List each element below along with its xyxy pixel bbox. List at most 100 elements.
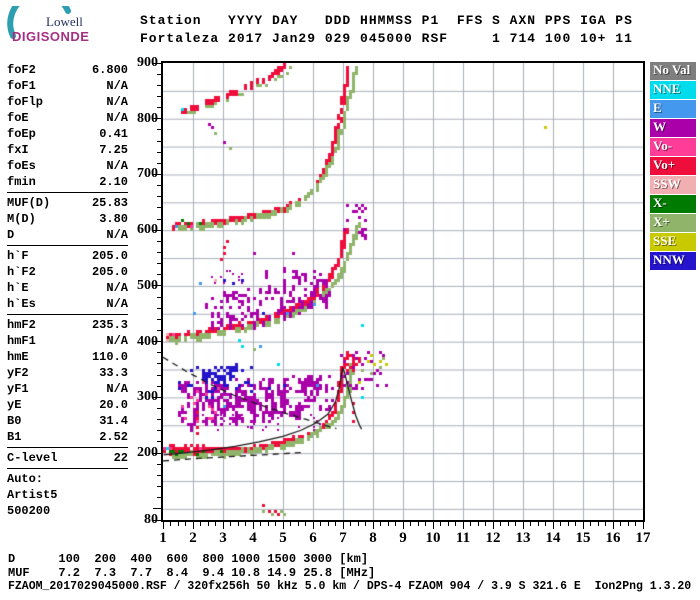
param-divider	[7, 314, 128, 315]
x-axis-major-tick	[492, 522, 494, 529]
x-axis-minor-tick	[605, 522, 606, 526]
x-axis-label-13: 13	[515, 530, 531, 546]
y-axis-minor-tick	[157, 374, 161, 376]
param-value: 6.800	[91, 63, 128, 77]
x-axis-label-14: 14	[545, 530, 561, 546]
y-axis-minor-tick	[157, 486, 161, 488]
y-axis-label-600: 600	[137, 222, 158, 238]
x-axis-minor-tick	[620, 522, 621, 526]
x-axis-minor-tick	[515, 522, 516, 526]
param-label: MUF(D)	[7, 196, 51, 210]
y-axis-minor-tick	[157, 107, 161, 109]
x-axis-minor-tick	[635, 522, 636, 526]
legend-item-e: E	[650, 100, 696, 118]
param-label: foFlp	[7, 95, 44, 109]
logo-digisonde-text: DIGISONDE	[12, 29, 90, 44]
param-row: MUF(D) 25.83	[7, 195, 128, 211]
y-axis-label-800: 800	[137, 110, 158, 126]
x-axis-minor-tick	[507, 522, 509, 526]
x-axis-major-tick	[342, 522, 344, 529]
param-label: fxI	[7, 143, 29, 157]
y-axis-major-tick	[153, 285, 161, 287]
legend-item-x-: X-	[650, 195, 696, 213]
legend-item-nnw: NNW	[650, 252, 696, 270]
x-axis-label-16: 16	[605, 530, 621, 546]
y-axis-label-700: 700	[137, 166, 158, 182]
x-axis-minor-tick	[200, 522, 201, 526]
x-axis-minor-tick	[350, 522, 351, 526]
x-axis-major-tick	[192, 522, 194, 529]
param-row: foF1 N/A	[7, 78, 128, 94]
y-axis-major-tick	[153, 341, 161, 343]
param-row: fxI 7.25	[7, 142, 128, 158]
y-axis-minor-tick	[157, 363, 161, 365]
param-row: M(D) 3.80	[7, 211, 128, 227]
x-axis-label-10: 10	[425, 530, 441, 546]
x-axis-minor-tick	[297, 522, 299, 526]
param-value: N/A	[106, 111, 128, 125]
y-axis-minor-tick	[157, 251, 161, 253]
x-axis-minor-tick	[537, 522, 539, 526]
legend-item-sse: SSE	[650, 233, 696, 251]
x-axis-minor-tick	[470, 522, 471, 526]
y-axis-minor-tick	[157, 497, 161, 499]
param-value: N/A	[106, 382, 128, 396]
x-axis-major-tick	[552, 522, 554, 529]
param-row: fmin 2.10	[7, 174, 128, 190]
ionogram-plot	[161, 61, 645, 522]
param-row: hmE 110.0	[7, 349, 128, 365]
y-axis-minor-tick	[157, 240, 161, 242]
header-line1: Station YYYY DAY DDD HHMMSS P1 FFS S AXN…	[140, 13, 633, 28]
x-axis-label-1: 1	[159, 530, 167, 546]
param-label: hmF1	[7, 334, 36, 348]
logo-lowell-text: Lowell	[46, 14, 83, 29]
x-axis-label-12: 12	[485, 530, 501, 546]
x-axis-minor-tick	[425, 522, 426, 526]
param-value: 3.80	[99, 212, 128, 226]
param-value: N/A	[106, 228, 128, 242]
parameter-panel: foF2 6.800 foF1 N/A foFlp N/A foE N/A foEp 0.41 fx…	[7, 62, 128, 519]
param-row: C-level 22	[7, 450, 128, 466]
x-axis-minor-tick	[590, 522, 591, 526]
x-axis-minor-tick	[560, 522, 561, 526]
param-label: foE	[7, 111, 29, 125]
y-axis-label-300: 300	[137, 389, 158, 405]
station-header: Station YYYY DAY DDD HHMMSS P1 FFS S AXN…	[140, 12, 633, 48]
x-axis-minor-tick	[477, 522, 479, 526]
x-axis-major-tick	[642, 522, 644, 529]
x-axis-minor-tick	[455, 522, 456, 526]
param-row: B1 2.52	[7, 429, 128, 445]
x-axis-major-tick	[402, 522, 404, 529]
x-axis-label-15: 15	[575, 530, 591, 546]
x-axis-major-tick	[612, 522, 614, 529]
x-axis-major-tick	[282, 522, 284, 529]
y-axis-minor-tick	[157, 307, 161, 309]
param-value: N/A	[106, 95, 128, 109]
x-axis-label-3: 3	[219, 530, 227, 546]
param-divider	[7, 468, 128, 469]
param-value: N/A	[106, 297, 128, 311]
param-value: 205.0	[91, 265, 128, 279]
y-axis-major-tick	[153, 62, 161, 64]
param-value: 2.10	[99, 175, 128, 189]
legend-item-no-val: No Val	[650, 62, 696, 80]
param-value: 25.83	[91, 196, 128, 210]
y-axis-minor-tick	[157, 274, 161, 276]
muf-row: MUF 7.2 7.3 7.7 8.4 9.4 10.8 14.9 25.8 […	[8, 566, 376, 580]
param-row: foEs N/A	[7, 158, 128, 174]
x-axis-major-tick	[222, 522, 224, 529]
param-row: h`F 205.0	[7, 248, 128, 264]
y-axis-major-tick	[153, 519, 161, 521]
x-axis-major-tick	[372, 522, 374, 529]
y-axis-major-tick	[153, 452, 161, 454]
y-axis-label-900: 900	[137, 55, 158, 70]
param-label: foF1	[7, 79, 36, 93]
param-divider	[7, 447, 128, 448]
param-value: N/A	[106, 281, 128, 295]
x-axis-minor-tick	[170, 522, 171, 526]
x-axis-minor-tick	[545, 522, 546, 526]
x-axis-minor-tick	[215, 522, 216, 526]
param-label: h`E	[7, 281, 29, 295]
y-axis-minor-tick	[157, 463, 161, 465]
